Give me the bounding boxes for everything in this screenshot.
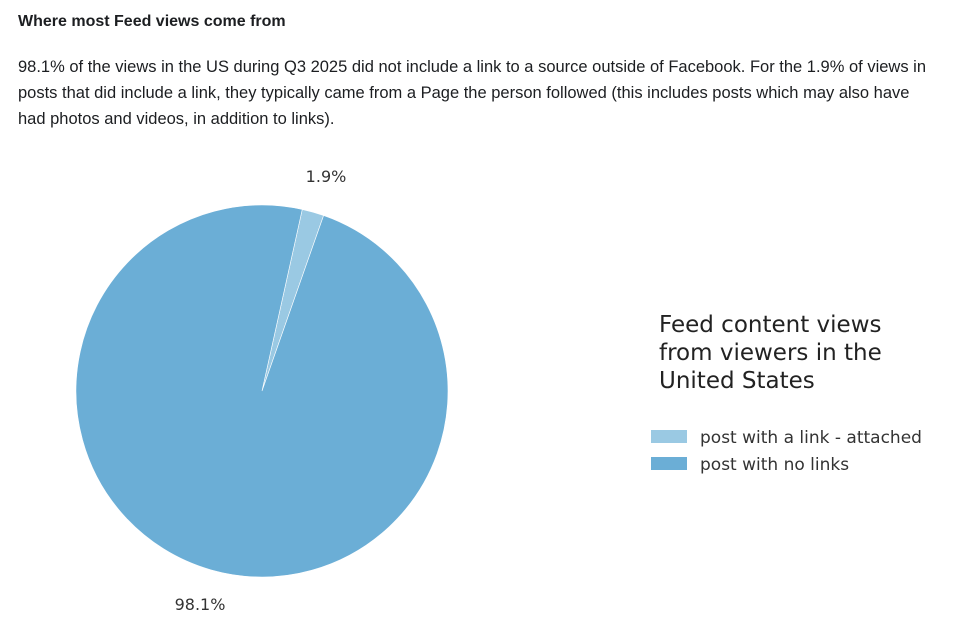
legend-title-line-1: Feed content views	[659, 312, 882, 338]
legend-item-label: post with no links	[700, 455, 849, 475]
legend-title-line-2: from viewers in the	[659, 340, 882, 366]
description-text: 98.1% of the views in the US during Q3 2…	[18, 58, 927, 128]
legend-swatch	[651, 457, 687, 470]
slice-value-label: 98.1%	[175, 595, 226, 614]
legend-swatch	[651, 430, 687, 443]
legend-item-label: post with a link - attached	[700, 428, 922, 448]
legend-title-line-3: United States	[659, 368, 815, 394]
pie-slice	[75, 204, 449, 578]
slice-value-label: 1.9%	[306, 167, 347, 186]
section-heading: Where most Feed views come from	[18, 13, 286, 30]
